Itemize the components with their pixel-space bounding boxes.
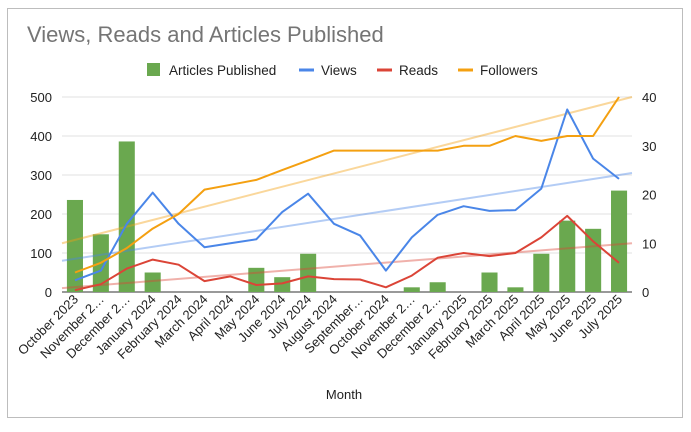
bar (274, 277, 291, 292)
trendline-followers (61, 96, 633, 245)
y-axis-right: 0 10 20 30 40 (642, 90, 656, 300)
bar (611, 190, 628, 292)
bar (481, 272, 498, 292)
bar (403, 287, 420, 292)
line-series-reads (74, 214, 620, 292)
y-left-tick-label: 400 (30, 129, 52, 144)
bar-series-articles (66, 141, 628, 292)
legend-item: Views (299, 63, 357, 78)
y-right-tick-label: 10 (642, 236, 656, 251)
chart-title: Views, Reads and Articles Published (27, 22, 384, 47)
legend: Articles Published Views Reads Followers (147, 63, 538, 78)
bar (533, 253, 550, 292)
line-series-followers (74, 96, 620, 274)
legend-item: Reads (377, 63, 438, 78)
y-left-tick-label: 100 (30, 246, 52, 261)
bar (248, 267, 265, 292)
legend-label: Articles Published (169, 63, 276, 78)
legend-swatch (147, 63, 160, 76)
legend-item: Articles Published (147, 63, 276, 78)
legend-label: Views (321, 63, 357, 78)
bar (300, 253, 317, 292)
y-right-tick-label: 40 (642, 90, 656, 105)
legend-item: Followers (458, 63, 538, 78)
trendline-views (61, 172, 633, 262)
gridlines (62, 96, 632, 293)
y-left-tick-label: 500 (30, 90, 52, 105)
legend-label: Followers (480, 63, 538, 78)
y-right-tick-label: 30 (642, 139, 656, 154)
bar (66, 199, 83, 292)
bar (585, 228, 602, 292)
legend-label: Reads (399, 63, 438, 78)
bar (144, 272, 161, 292)
x-axis-title: Month (326, 387, 362, 402)
bar (559, 220, 576, 292)
bar (118, 141, 135, 292)
bar (429, 282, 446, 292)
y-right-tick-label: 20 (642, 188, 656, 203)
line-series (74, 96, 620, 292)
y-left-tick-label: 200 (30, 207, 52, 222)
y-left-tick-label: 300 (30, 168, 52, 183)
bar (507, 287, 524, 292)
y-axis-left: 0 100 200 300 400 500 (30, 90, 52, 300)
line-series-views (74, 108, 620, 282)
y-left-tick-label: 0 (45, 285, 52, 300)
trendlines (61, 96, 633, 290)
trendline-reads (61, 242, 633, 290)
y-right-tick-label: 0 (642, 285, 649, 300)
